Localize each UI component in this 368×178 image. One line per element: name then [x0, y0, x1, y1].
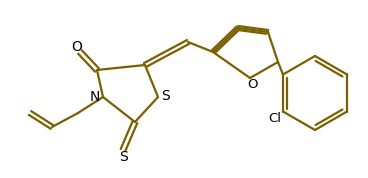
Text: N: N	[90, 90, 100, 104]
Text: S: S	[162, 89, 170, 103]
Text: O: O	[71, 40, 82, 54]
Text: O: O	[247, 77, 257, 90]
Text: S: S	[118, 150, 127, 164]
Text: Cl: Cl	[269, 112, 282, 125]
